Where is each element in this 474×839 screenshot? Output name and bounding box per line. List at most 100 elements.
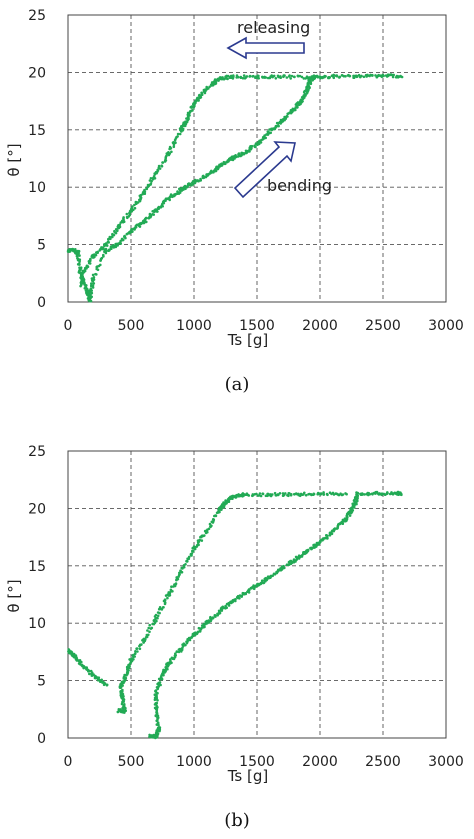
data-point <box>128 658 131 661</box>
data-point <box>149 177 153 180</box>
chart-panel-a: 0 5 10 15 20 25 0 500 1000 1500 2000 2500 3000 Ts [… <box>5 8 464 395</box>
data-point <box>125 212 129 216</box>
data-point <box>211 616 215 619</box>
data-points-b <box>67 490 403 740</box>
data-point <box>175 650 179 654</box>
data-point <box>84 283 87 287</box>
y-tick-label: 25 <box>28 444 46 460</box>
data-point <box>158 726 161 730</box>
data-point <box>293 492 296 496</box>
data-point <box>174 652 177 655</box>
data-point <box>168 147 171 151</box>
data-point <box>205 86 209 90</box>
data-point <box>89 259 92 263</box>
data-point <box>196 630 200 634</box>
data-point <box>194 631 197 634</box>
data-point <box>154 616 158 620</box>
data-point <box>155 701 159 705</box>
data-point <box>182 565 186 569</box>
data-point <box>135 202 138 205</box>
data-point <box>277 493 280 497</box>
data-point <box>158 611 161 615</box>
data-point <box>296 101 300 104</box>
grid-b <box>68 451 446 738</box>
data-point <box>160 164 163 167</box>
data-point <box>214 514 217 517</box>
releasing-arrow-icon <box>226 36 305 60</box>
data-point <box>163 160 167 163</box>
data-point <box>271 128 274 131</box>
data-point <box>222 77 226 81</box>
data-point <box>141 221 145 225</box>
data-point <box>167 153 171 157</box>
data-point <box>104 249 108 253</box>
data-point <box>224 162 227 166</box>
data-point <box>77 254 80 257</box>
data-point <box>91 273 95 277</box>
data-point <box>133 206 137 210</box>
grid-a <box>68 15 446 302</box>
data-point <box>377 74 381 77</box>
data-point <box>363 493 366 496</box>
data-point <box>168 198 171 202</box>
data-point <box>202 90 206 93</box>
data-point <box>264 136 268 140</box>
data-point <box>158 606 162 609</box>
data-point <box>125 232 129 236</box>
data-point <box>157 166 160 170</box>
x-tick-label: 2500 <box>365 318 401 334</box>
data-point <box>333 527 337 530</box>
data-point <box>344 75 347 78</box>
data-point <box>207 619 210 622</box>
data-point <box>87 261 91 265</box>
data-point <box>234 154 237 157</box>
data-point <box>308 86 311 89</box>
data-point <box>332 73 336 77</box>
data-point <box>247 588 251 592</box>
data-point <box>352 506 356 509</box>
data-point <box>167 661 170 665</box>
data-point <box>126 216 129 220</box>
data-point <box>148 623 151 627</box>
data-point <box>306 83 310 87</box>
data-point <box>300 75 304 79</box>
data-point <box>267 493 271 497</box>
data-point <box>123 234 126 238</box>
data-point <box>400 75 404 79</box>
data-point <box>198 538 201 542</box>
data-point <box>193 181 197 185</box>
data-point <box>160 677 164 681</box>
data-point <box>237 152 241 155</box>
data-point <box>136 650 139 653</box>
data-point <box>271 75 274 79</box>
data-point <box>189 552 193 556</box>
data-point <box>292 75 296 79</box>
data-point <box>326 537 329 540</box>
data-point <box>156 721 160 724</box>
data-point <box>304 77 307 80</box>
data-point <box>179 648 182 651</box>
data-point <box>386 74 390 78</box>
data-point <box>330 530 334 533</box>
data-point <box>172 145 176 149</box>
data-point <box>201 175 205 178</box>
data-point <box>177 575 180 578</box>
y-tick-label: 5 <box>37 238 46 254</box>
data-point <box>155 732 158 736</box>
data-point <box>357 73 361 77</box>
data-point <box>308 76 311 79</box>
data-point <box>150 626 154 630</box>
data-point <box>103 244 106 247</box>
data-point <box>304 493 308 497</box>
data-point <box>211 520 215 524</box>
data-point <box>220 609 224 612</box>
data-point <box>203 529 207 533</box>
data-point <box>355 502 358 506</box>
data-point <box>105 244 109 247</box>
data-point <box>166 197 169 201</box>
data-point <box>157 681 160 685</box>
data-point <box>88 672 91 676</box>
x-tick-label: 3000 <box>428 318 464 334</box>
x-tick-label: 2500 <box>365 754 401 770</box>
data-point <box>133 203 136 207</box>
